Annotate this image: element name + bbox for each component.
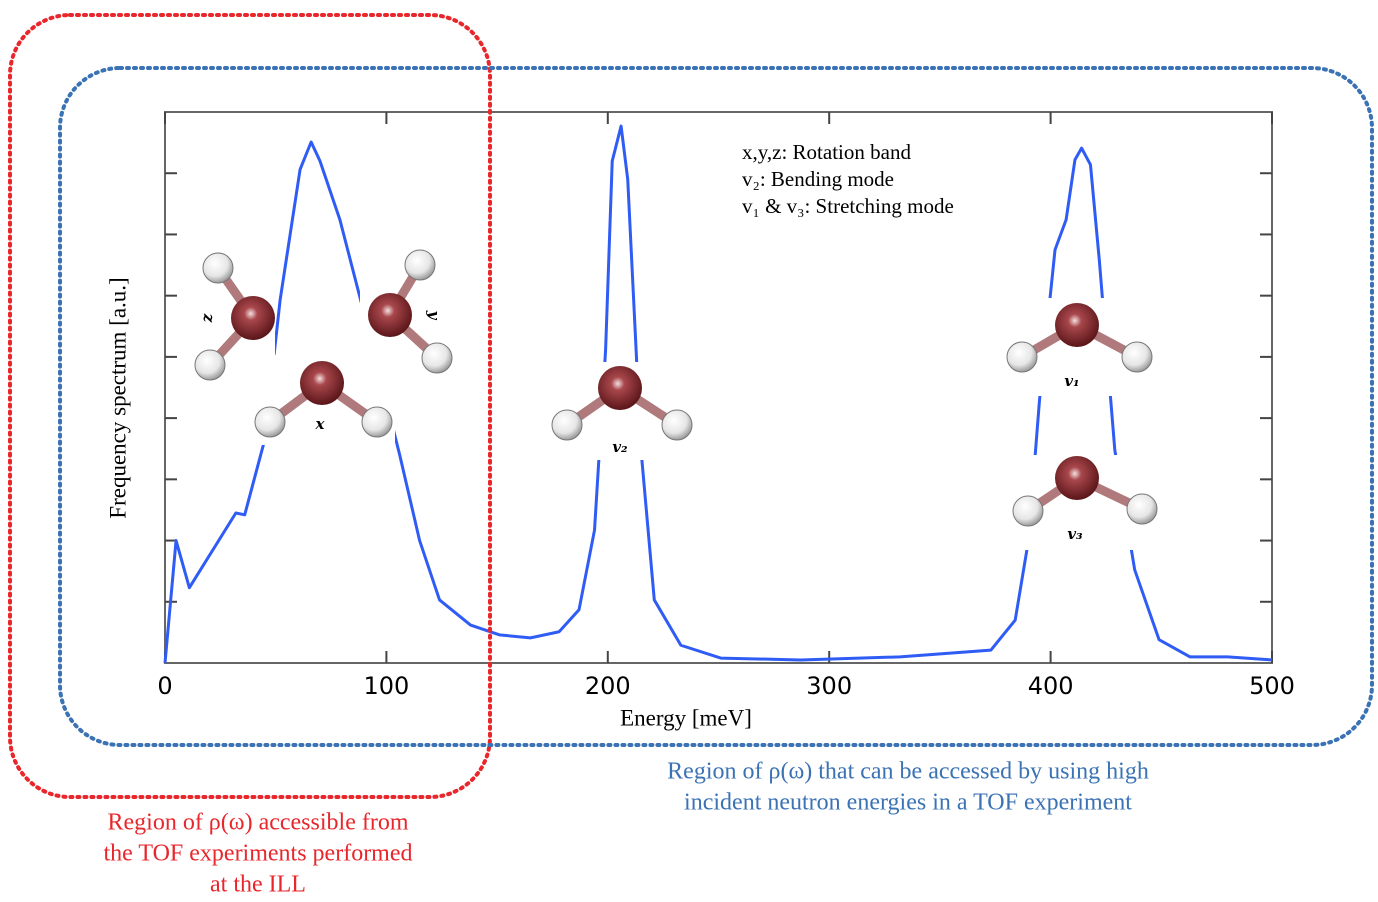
molecule-label: z [200, 313, 218, 323]
hydrogen [361, 406, 393, 438]
regions: Region of ρ(ω) accessible from the TOF ex… [8, 13, 1374, 898]
molecule-label: v₃ [1067, 525, 1083, 543]
hydrogen [1126, 493, 1158, 525]
x-tick-label: 200 [585, 672, 631, 700]
x-tick-label: 500 [1249, 672, 1295, 700]
region-label: Region of ρ(ω) that can be accessed by u… [667, 759, 1149, 785]
region-box [58, 66, 1374, 747]
region-label: Region of ρ(ω) accessible from [107, 810, 408, 836]
y-axis-label: Frequency spectrum [a.u.] [105, 277, 130, 518]
region-box [8, 13, 492, 799]
annotation: x,y,z: Rotation band [742, 140, 911, 164]
annotation: v₂: Bending mode [742, 167, 894, 191]
hydrogen [1006, 341, 1038, 373]
annotation: v₁ & v₃: Stretching mode [742, 194, 954, 218]
x-tick-label: 400 [1028, 672, 1074, 700]
molecule-label: y [425, 310, 443, 321]
texts: Energy [meV] Frequency spectrum [a.u.] x… [105, 140, 954, 730]
molecules: z y x v₂ v₁ v₃ [190, 245, 1165, 550]
molecule-label: v₂ [612, 438, 628, 456]
region-label: incident neutron energies in a TOF exper… [684, 790, 1132, 816]
x-tick-label: 300 [806, 672, 852, 700]
oxygen [231, 296, 275, 340]
hydrogen [1121, 341, 1153, 373]
lines [163, 124, 1273, 664]
region-label: the TOF experiments performed [103, 841, 412, 867]
oxygen [300, 361, 344, 405]
spectrum-line [163, 124, 1273, 664]
hydrogen [421, 342, 453, 374]
plot-frame [164, 111, 1273, 664]
hydrogen [661, 409, 693, 441]
x-tick-label: 0 [157, 672, 172, 700]
molecule-label: v₁ [1064, 372, 1079, 390]
hydrogen [254, 406, 286, 438]
region-label: at the ILL [210, 872, 306, 898]
x-tick-label: 100 [363, 672, 409, 700]
hydrogen [202, 252, 234, 284]
hydrogen [194, 349, 226, 381]
oxygen [598, 366, 642, 410]
hydrogen [551, 409, 583, 441]
oxygen [368, 293, 412, 337]
oxygen [1055, 303, 1099, 347]
hydrogen [1012, 495, 1044, 527]
oxygen [1055, 456, 1099, 500]
hydrogen [404, 249, 436, 281]
axes: 0 100 200 300 400 500 [157, 111, 1295, 700]
x-axis-label: Energy [meV] [620, 705, 752, 730]
molecule-label: x [315, 415, 326, 433]
